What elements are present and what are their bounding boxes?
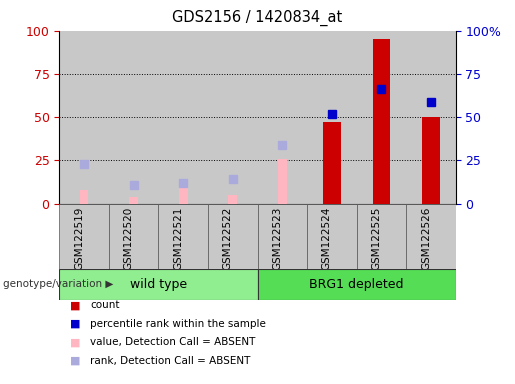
Text: percentile rank within the sample: percentile rank within the sample: [90, 319, 266, 329]
Bar: [208, 31, 258, 204]
Text: count: count: [90, 300, 119, 310]
Bar: [59, 31, 109, 204]
Bar: [158, 31, 208, 204]
Text: GSM122523: GSM122523: [272, 207, 282, 270]
Text: genotype/variation ▶: genotype/variation ▶: [3, 279, 113, 289]
Text: GSM122519: GSM122519: [74, 207, 84, 270]
Bar: [109, 204, 159, 269]
Bar: [406, 31, 456, 204]
Text: rank, Detection Call = ABSENT: rank, Detection Call = ABSENT: [90, 356, 250, 366]
Text: GSM122522: GSM122522: [222, 207, 233, 270]
Bar: [109, 31, 158, 204]
Text: GSM122526: GSM122526: [421, 207, 431, 270]
Bar: [373, 39, 390, 204]
Text: GSM122520: GSM122520: [124, 207, 133, 270]
Bar: [258, 204, 307, 269]
Text: wild type: wild type: [130, 278, 187, 291]
Text: ■: ■: [70, 356, 80, 366]
Text: value, Detection Call = ABSENT: value, Detection Call = ABSENT: [90, 337, 255, 347]
Text: GSM122521: GSM122521: [173, 207, 183, 270]
Bar: [179, 186, 187, 204]
Bar: [258, 31, 307, 204]
Text: GDS2156 / 1420834_at: GDS2156 / 1420834_at: [173, 10, 342, 26]
Bar: [59, 204, 109, 269]
Bar: [323, 122, 340, 204]
Bar: [307, 31, 356, 204]
Bar: [356, 204, 406, 269]
Text: GSM122525: GSM122525: [371, 207, 382, 270]
Bar: [278, 159, 287, 204]
Text: BRG1 depleted: BRG1 depleted: [310, 278, 404, 291]
Bar: [129, 197, 138, 204]
Bar: [208, 204, 258, 269]
Bar: [406, 204, 456, 269]
Bar: [79, 190, 89, 204]
Bar: [307, 204, 356, 269]
Bar: [59, 269, 258, 300]
Text: ■: ■: [70, 300, 80, 310]
Bar: [228, 195, 237, 204]
Bar: [258, 269, 456, 300]
Bar: [356, 31, 406, 204]
Bar: [422, 117, 440, 204]
Text: GSM122524: GSM122524: [322, 207, 332, 270]
Text: ■: ■: [70, 319, 80, 329]
Bar: [159, 204, 208, 269]
Text: ■: ■: [70, 337, 80, 347]
